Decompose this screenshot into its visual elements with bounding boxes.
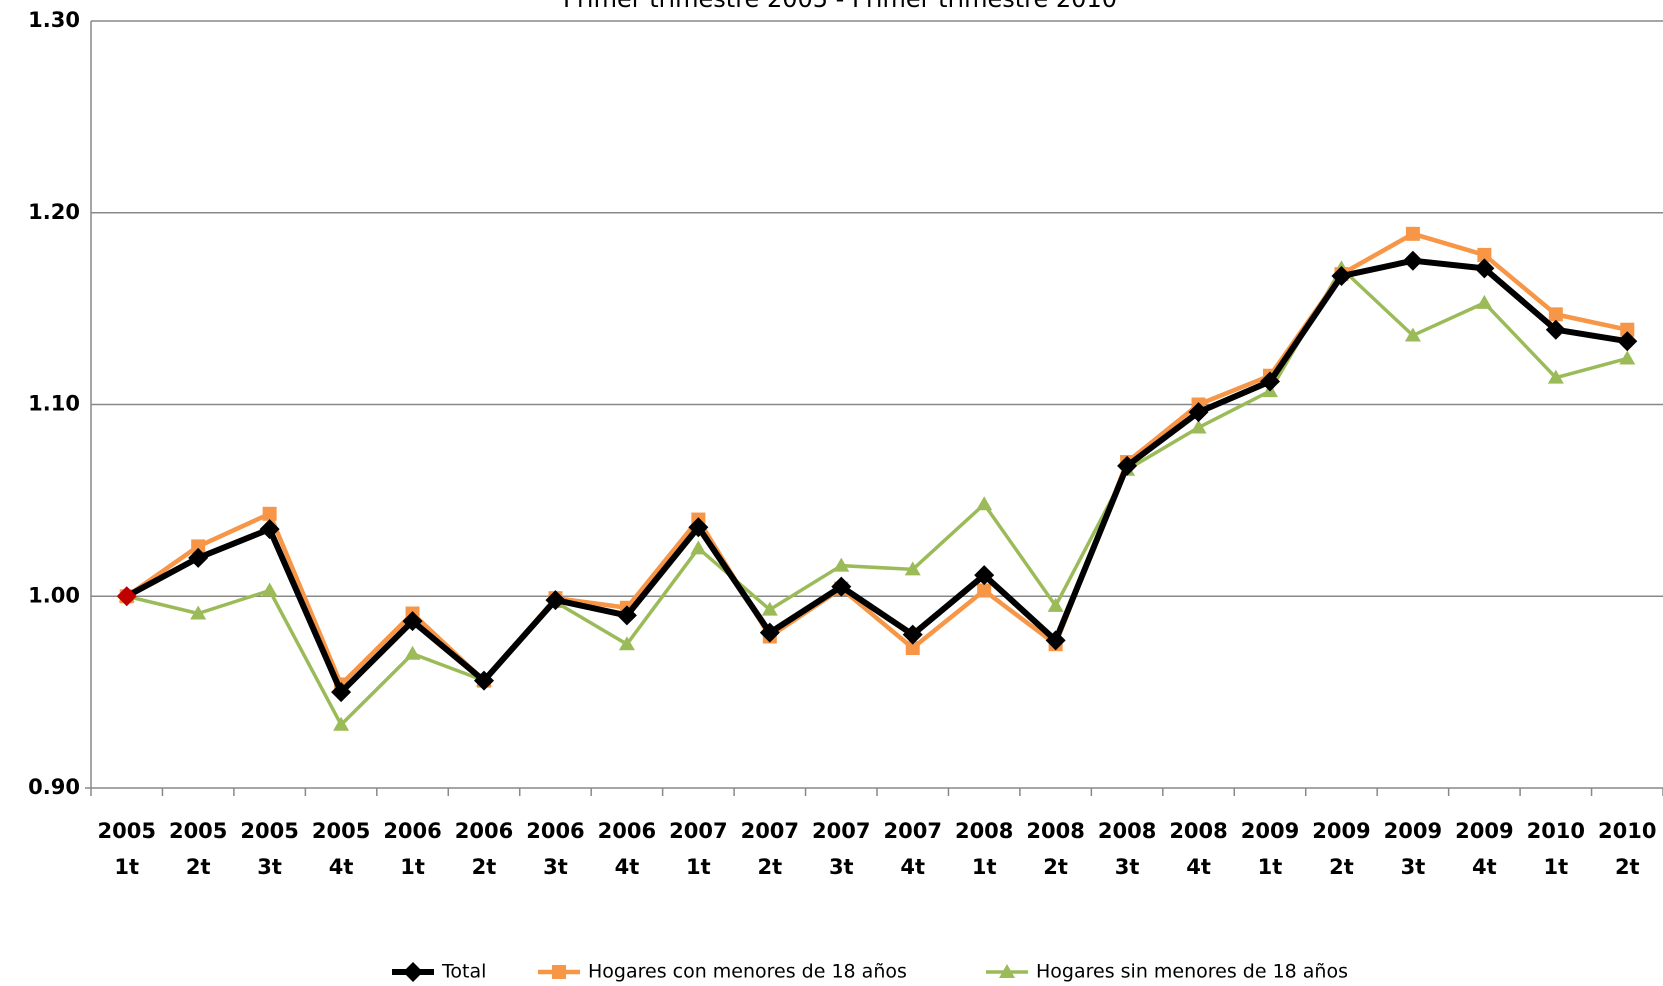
x-tick-label: 2007 2t <box>741 819 799 879</box>
x-tick-label: 2007 4t <box>884 819 942 879</box>
x-tick-label: 2006 4t <box>598 819 656 879</box>
y-tick-label: 1.00 <box>28 583 80 607</box>
data-point <box>1405 226 1420 241</box>
data-point <box>1045 630 1066 651</box>
data-point <box>831 576 852 597</box>
x-tick-label: 2008 1t <box>955 819 1013 879</box>
data-point <box>618 636 635 651</box>
data-point <box>1545 319 1566 340</box>
x-tick-label: 2005 2t <box>169 819 227 879</box>
data-point <box>1476 294 1493 309</box>
data-point <box>976 496 993 511</box>
series-line <box>126 266 1628 727</box>
data-point <box>116 586 137 607</box>
x-tick-label: 2008 4t <box>1169 819 1227 879</box>
data-point <box>1547 369 1564 384</box>
x-tick-label: 2009 3t <box>1384 819 1442 879</box>
data-point <box>1477 247 1492 262</box>
data-point <box>191 539 206 554</box>
data-point <box>1404 327 1421 342</box>
data-point <box>1117 455 1138 476</box>
data-point <box>1260 371 1280 392</box>
legend-marker <box>999 964 1015 978</box>
data-point <box>1402 250 1423 271</box>
x-tick-label: 2007 1t <box>669 819 727 879</box>
data-point <box>1190 419 1207 434</box>
data-point <box>402 611 423 632</box>
x-tick-label: 2009 2t <box>1312 819 1370 879</box>
data-point <box>616 605 637 626</box>
legend-label: Hogares sin menores de 18 años <box>1036 961 1348 983</box>
data-point <box>1047 597 1064 612</box>
legend-label: Hogares con menores de 18 años <box>588 961 907 983</box>
series-line <box>125 231 1628 687</box>
data-point <box>759 622 780 643</box>
x-tick-label: 2006 2t <box>455 819 513 879</box>
data-point <box>1331 266 1352 287</box>
data-point <box>333 716 350 731</box>
legend-label: Total <box>441 961 486 983</box>
y-tick-label: 1.30 <box>28 8 80 32</box>
y-tick-label: 0.90 <box>28 775 80 799</box>
data-point <box>977 583 992 598</box>
y-tick-label: 1.20 <box>28 200 80 224</box>
x-tick-label: 2008 3t <box>1098 819 1156 879</box>
x-tick-label: 2009 4t <box>1455 819 1513 879</box>
data-point <box>904 561 921 576</box>
data-point <box>190 605 207 620</box>
data-point <box>833 557 850 572</box>
data-point <box>404 645 421 660</box>
data-point <box>261 582 278 597</box>
x-tick-label: 2006 3t <box>526 819 584 879</box>
series-line <box>125 257 1628 696</box>
data-point <box>688 517 709 538</box>
data-point <box>545 590 566 611</box>
legend-marker <box>552 965 566 979</box>
data-point <box>1617 331 1638 352</box>
data-point <box>331 682 352 703</box>
chart-title: Primer trimestre 2005 - Primer trimestre… <box>563 0 1117 13</box>
y-tick-label: 1.10 <box>28 392 80 416</box>
data-point <box>1188 402 1209 423</box>
data-point <box>259 519 280 540</box>
x-tick-label: 2006 1t <box>383 819 441 879</box>
data-point <box>1548 307 1563 322</box>
data-point <box>262 506 277 521</box>
data-point <box>690 540 707 555</box>
data-point <box>902 624 923 645</box>
x-tick-label: 2005 3t <box>240 819 298 879</box>
x-tick-label: 2010 1t <box>1527 819 1585 879</box>
data-point <box>905 641 920 656</box>
data-point <box>1619 350 1636 365</box>
legend-marker <box>403 962 423 982</box>
x-tick-label: 2005 1t <box>98 819 156 879</box>
data-point <box>188 547 209 568</box>
x-tick-label: 2005 4t <box>312 819 370 879</box>
x-tick-label: 2007 3t <box>812 819 870 879</box>
data-point <box>1620 322 1635 337</box>
x-tick-label: 2008 2t <box>1026 819 1084 879</box>
data-point <box>761 601 778 616</box>
data-point <box>474 670 494 691</box>
data-point <box>1474 258 1495 279</box>
x-tick-label: 2010 2t <box>1598 819 1656 879</box>
data-point <box>974 565 995 586</box>
x-tick-label: 2009 1t <box>1241 819 1299 879</box>
